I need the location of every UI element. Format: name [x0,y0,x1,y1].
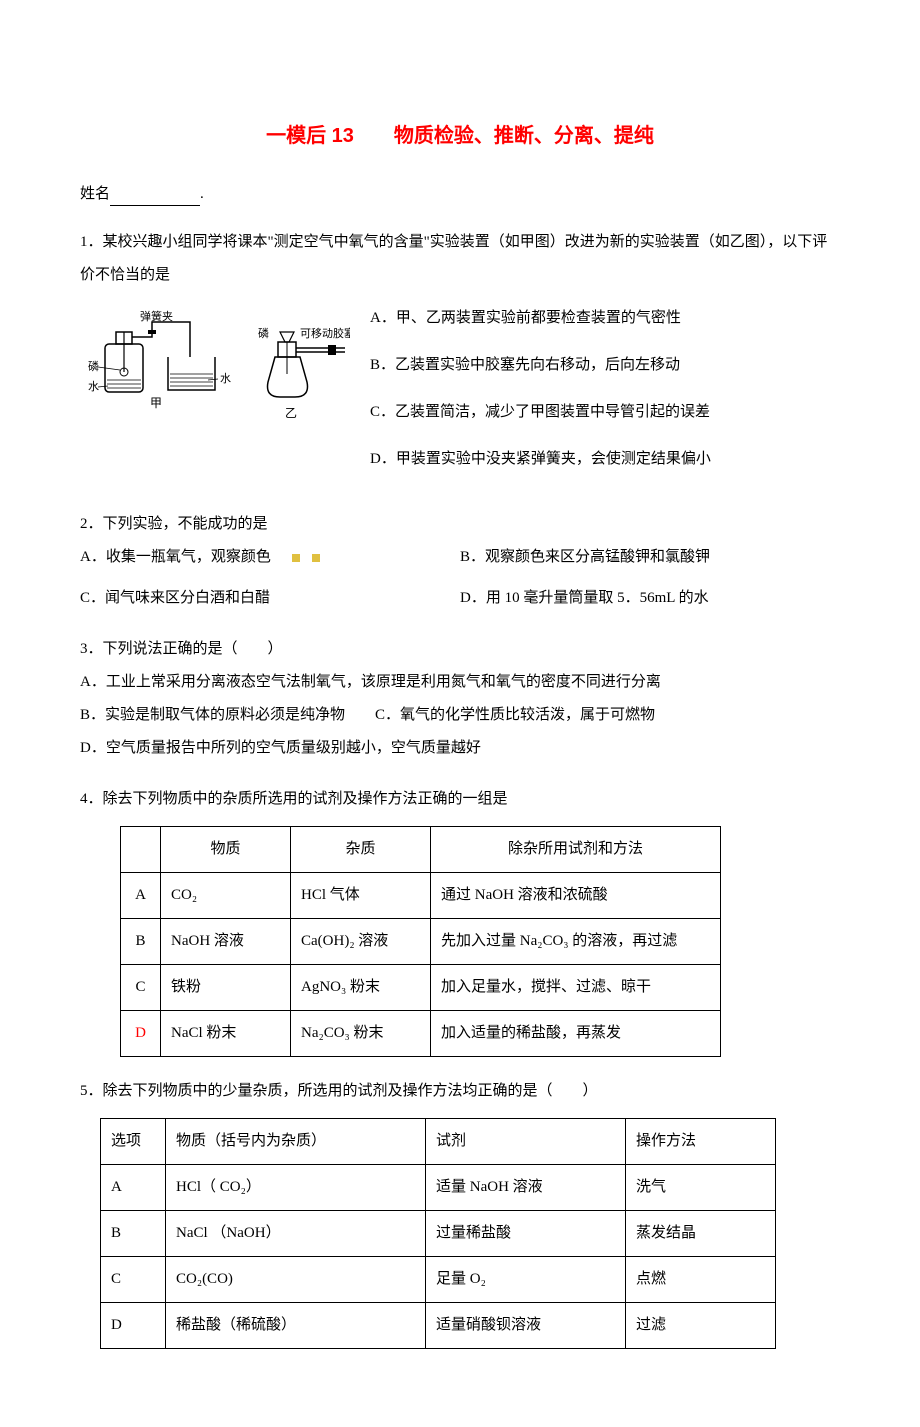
q5-table: 选项 物质（括号内为杂质） 试剂 操作方法 A HCl（ CO₂） 适量 NaO… [100,1118,776,1349]
q5-stem: 5．除去下列物质中的少量杂质，所选用的试剂及操作方法均正确的是（ ） [80,1075,840,1108]
table-row: 选项 物质（括号内为杂质） 试剂 操作方法 [101,1119,776,1165]
q5-r3-sub: 稀盐酸（稀硫酸） [166,1303,426,1349]
q4-r2-imp: AgNO₃ 粉末 [291,965,431,1011]
period: . [200,186,204,202]
q4-r1-imp: Ca(OH)₂ 溶液 [291,919,431,965]
question-3: 3．下列说法正确的是（ ） A．工业上常采用分离液态空气法制氧气，该原理是利用氮… [80,633,840,765]
table-row: B NaCl （NaOH） 过量稀盐酸 蒸发结晶 [101,1211,776,1257]
q4-r2-method: 加入足量水，搅拌、过滤、晾干 [431,965,721,1011]
q4-h2: 杂质 [291,827,431,873]
q4-r1-key: B [121,919,161,965]
q1-body: 弹簧夹 磷 水 水 甲 [80,302,840,490]
q3-opt-bc: B．实验是制取气体的原料必须是纯净物 C．氧气的化学性质比较活泼，属于可燃物 [80,699,840,732]
q3-stem: 3．下列说法正确的是（ ） [80,633,840,666]
q4-r0-sub: CO₂ [161,873,291,919]
q1-options: A．甲、乙两装置实验前都要检查装置的气密性 B．乙装置实验中胶塞先向右移动，后向… [350,302,840,490]
stopper-label: 可移动胶塞 [300,326,350,340]
q4-r0-key: A [121,873,161,919]
q5-r3-method: 过滤 [626,1303,776,1349]
q1-opt-b: B．乙装置实验中胶塞先向右移动，后向左移动 [370,349,840,382]
q4-r3-method: 加入适量的稀盐酸，再蒸发 [431,1011,721,1057]
q1-diagram: 弹簧夹 磷 水 水 甲 [80,302,350,432]
q4-h3: 除杂所用试剂和方法 [431,827,721,873]
q5-r0-key: A [101,1165,166,1211]
name-line: 姓名. [80,182,840,206]
table-row: C CO₂(CO) 足量 O₂ 点燃 [101,1257,776,1303]
q1-opt-d: D．甲装置实验中没夹紧弹簧夹，会使测定结果偏小 [370,443,840,476]
q4-h1: 物质 [161,827,291,873]
q1-opt-c: C．乙装置简洁，减少了甲图装置中导管引起的误差 [370,396,840,429]
device-a-label: 甲 [150,396,162,410]
q5-h0: 选项 [101,1119,166,1165]
q3-opt-d: D．空气质量报告中所列的空气质量级别越小，空气质量越好 [80,732,840,765]
q5-r0-reagent: 适量 NaOH 溶液 [426,1165,626,1211]
q4-r1-sub: NaOH 溶液 [161,919,291,965]
q2-opt-a: A．收集一瓶氧气，观察颜色 [80,541,460,574]
question-4: 4．除去下列物质中的杂质所选用的试剂及操作方法正确的一组是 物质 杂质 除杂所用… [80,783,840,1057]
q5-r1-key: B [101,1211,166,1257]
table-row: C 铁粉 AgNO₃ 粉末 加入足量水，搅拌、过滤、晾干 [121,965,721,1011]
q4-r1-method: 先加入过量 Na₂CO₃ 的溶液，再过滤 [431,919,721,965]
dot-icon [312,554,320,562]
table-row: D NaCl 粉末 Na₂CO₃ 粉末 加入适量的稀盐酸，再蒸发 [121,1011,721,1057]
q5-r0-method: 洗气 [626,1165,776,1211]
q5-r2-sub: CO₂(CO) [166,1257,426,1303]
q4-stem: 4．除去下列物质中的杂质所选用的试剂及操作方法正确的一组是 [80,783,840,816]
q4-r0-method: 通过 NaOH 溶液和浓硫酸 [431,873,721,919]
table-row: D 稀盐酸（稀硫酸） 适量硝酸钡溶液 过滤 [101,1303,776,1349]
q5-r2-key: C [101,1257,166,1303]
q5-r1-method: 蒸发结晶 [626,1211,776,1257]
q4-r2-key: C [121,965,161,1011]
q4-r3-imp: Na₂CO₃ 粉末 [291,1011,431,1057]
q5-r0-sub: HCl（ CO₂） [166,1165,426,1211]
table-row: A HCl（ CO₂） 适量 NaOH 溶液 洗气 [101,1165,776,1211]
page-title: 一模后 13 物质检验、推断、分离、提纯 [80,120,840,152]
question-1: 1．某校兴趣小组同学将课本"测定空气中氧气的含量"实验装置（如甲图）改进为新的实… [80,226,840,490]
name-blank[interactable] [110,188,200,206]
q2-stem: 2．下列实验，不能成功的是 [80,508,840,541]
q4-h0 [121,827,161,873]
q4-r3-key: D [121,1011,161,1057]
q5-r1-sub: NaCl （NaOH） [166,1211,426,1257]
question-2: 2．下列实验，不能成功的是 A．收集一瓶氧气，观察颜色 B．观察颜色来区分高锰酸… [80,508,840,615]
q5-h1: 物质（括号内为杂质） [166,1119,426,1165]
q5-r3-reagent: 适量硝酸钡溶液 [426,1303,626,1349]
q1-opt-a: A．甲、乙两装置实验前都要检查装置的气密性 [370,302,840,335]
table-row: B NaOH 溶液 Ca(OH)₂ 溶液 先加入过量 Na₂CO₃ 的溶液，再过… [121,919,721,965]
q4-table: 物质 杂质 除杂所用试剂和方法 A CO₂ HCl 气体 通过 NaOH 溶液和… [120,826,721,1057]
q5-h2: 试剂 [426,1119,626,1165]
q2-opt-d: D．用 10 毫升量筒量取 5．56mL 的水 [460,582,840,615]
q4-r0-imp: HCl 气体 [291,873,431,919]
clip-label: 弹簧夹 [140,309,173,323]
q2-opt-b: B．观察颜色来区分高锰酸钾和氯酸钾 [460,541,840,574]
water-left-label: 水 [88,380,99,393]
table-row: A CO₂ HCl 气体 通过 NaOH 溶液和浓硫酸 [121,873,721,919]
dot-icon [292,554,300,562]
q1-figure-container: 弹簧夹 磷 水 水 甲 [80,302,350,445]
q5-r3-key: D [101,1303,166,1349]
q3-opt-a: A．工业上常采用分离液态空气法制氧气，该原理是利用氮气和氧气的密度不同进行分离 [80,666,840,699]
q2-options: A．收集一瓶氧气，观察颜色 B．观察颜色来区分高锰酸钾和氯酸钾 C．闻气味来区分… [80,541,840,615]
q5-r2-reagent: 足量 O₂ [426,1257,626,1303]
q5-r2-method: 点燃 [626,1257,776,1303]
phos-right-label: 磷 [258,327,269,340]
table-row: 物质 杂质 除杂所用试剂和方法 [121,827,721,873]
water-mid-label: 水 [220,372,231,385]
name-label: 姓名 [80,186,110,202]
device-b-label: 乙 [285,406,297,420]
q1-stem: 1．某校兴趣小组同学将课本"测定空气中氧气的含量"实验装置（如甲图）改进为新的实… [80,226,840,292]
phos-left-label: 磷 [88,360,99,373]
q5-r1-reagent: 过量稀盐酸 [426,1211,626,1257]
q2-opt-c: C．闻气味来区分白酒和白醋 [80,582,460,615]
q5-h3: 操作方法 [626,1119,776,1165]
question-5: 5．除去下列物质中的少量杂质，所选用的试剂及操作方法均正确的是（ ） 选项 物质… [80,1075,840,1349]
q4-r2-sub: 铁粉 [161,965,291,1011]
q4-r3-sub: NaCl 粉末 [161,1011,291,1057]
